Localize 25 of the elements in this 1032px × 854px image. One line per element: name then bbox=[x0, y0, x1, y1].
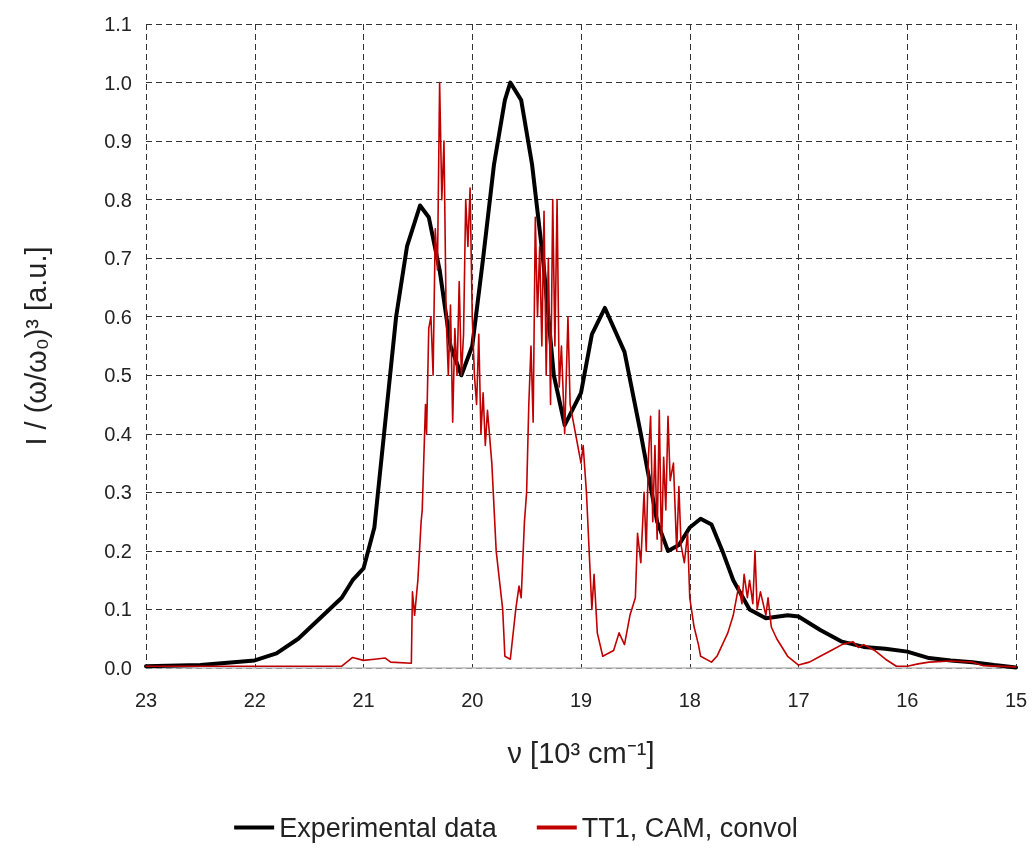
y-tick-label: 0.8 bbox=[104, 188, 132, 211]
x-tick-label: 16 bbox=[896, 689, 919, 711]
y-tick-label: 0.5 bbox=[104, 364, 132, 387]
y-tick-label: 1.1 bbox=[104, 13, 132, 35]
x-tick-label: 18 bbox=[678, 689, 701, 711]
x-tick-label: 15 bbox=[1004, 689, 1028, 711]
y-tick-label: 0.3 bbox=[104, 481, 132, 504]
y-tick-label: 0.6 bbox=[104, 305, 132, 328]
y-tick-label: 0.2 bbox=[104, 539, 132, 562]
y-tick-label: 0.7 bbox=[104, 247, 132, 270]
x-tick-label: 19 bbox=[569, 689, 593, 711]
y-tick-label: 0.4 bbox=[104, 422, 132, 445]
y-tick-label: 1.0 bbox=[104, 71, 132, 94]
legend-label: TT1, CAM, convol bbox=[581, 812, 798, 843]
x-tick-label: 20 bbox=[461, 689, 484, 711]
y-tick-label: 0.9 bbox=[104, 130, 132, 153]
x-tick-label: 21 bbox=[352, 689, 375, 711]
x-tick-label: 22 bbox=[243, 689, 266, 711]
y-tick-label: 0.1 bbox=[104, 598, 132, 621]
legend-label: Experimental data bbox=[279, 812, 498, 843]
x-tick-label: 23 bbox=[134, 689, 158, 711]
y-tick-label: 0.0 bbox=[104, 657, 132, 679]
x-tick-label: 17 bbox=[787, 689, 810, 711]
y-axis-title: I / (ω/ω₀)³ [a.u.] bbox=[19, 246, 52, 446]
x-axis-title: ν [10³ cm⁻¹] bbox=[507, 736, 655, 769]
